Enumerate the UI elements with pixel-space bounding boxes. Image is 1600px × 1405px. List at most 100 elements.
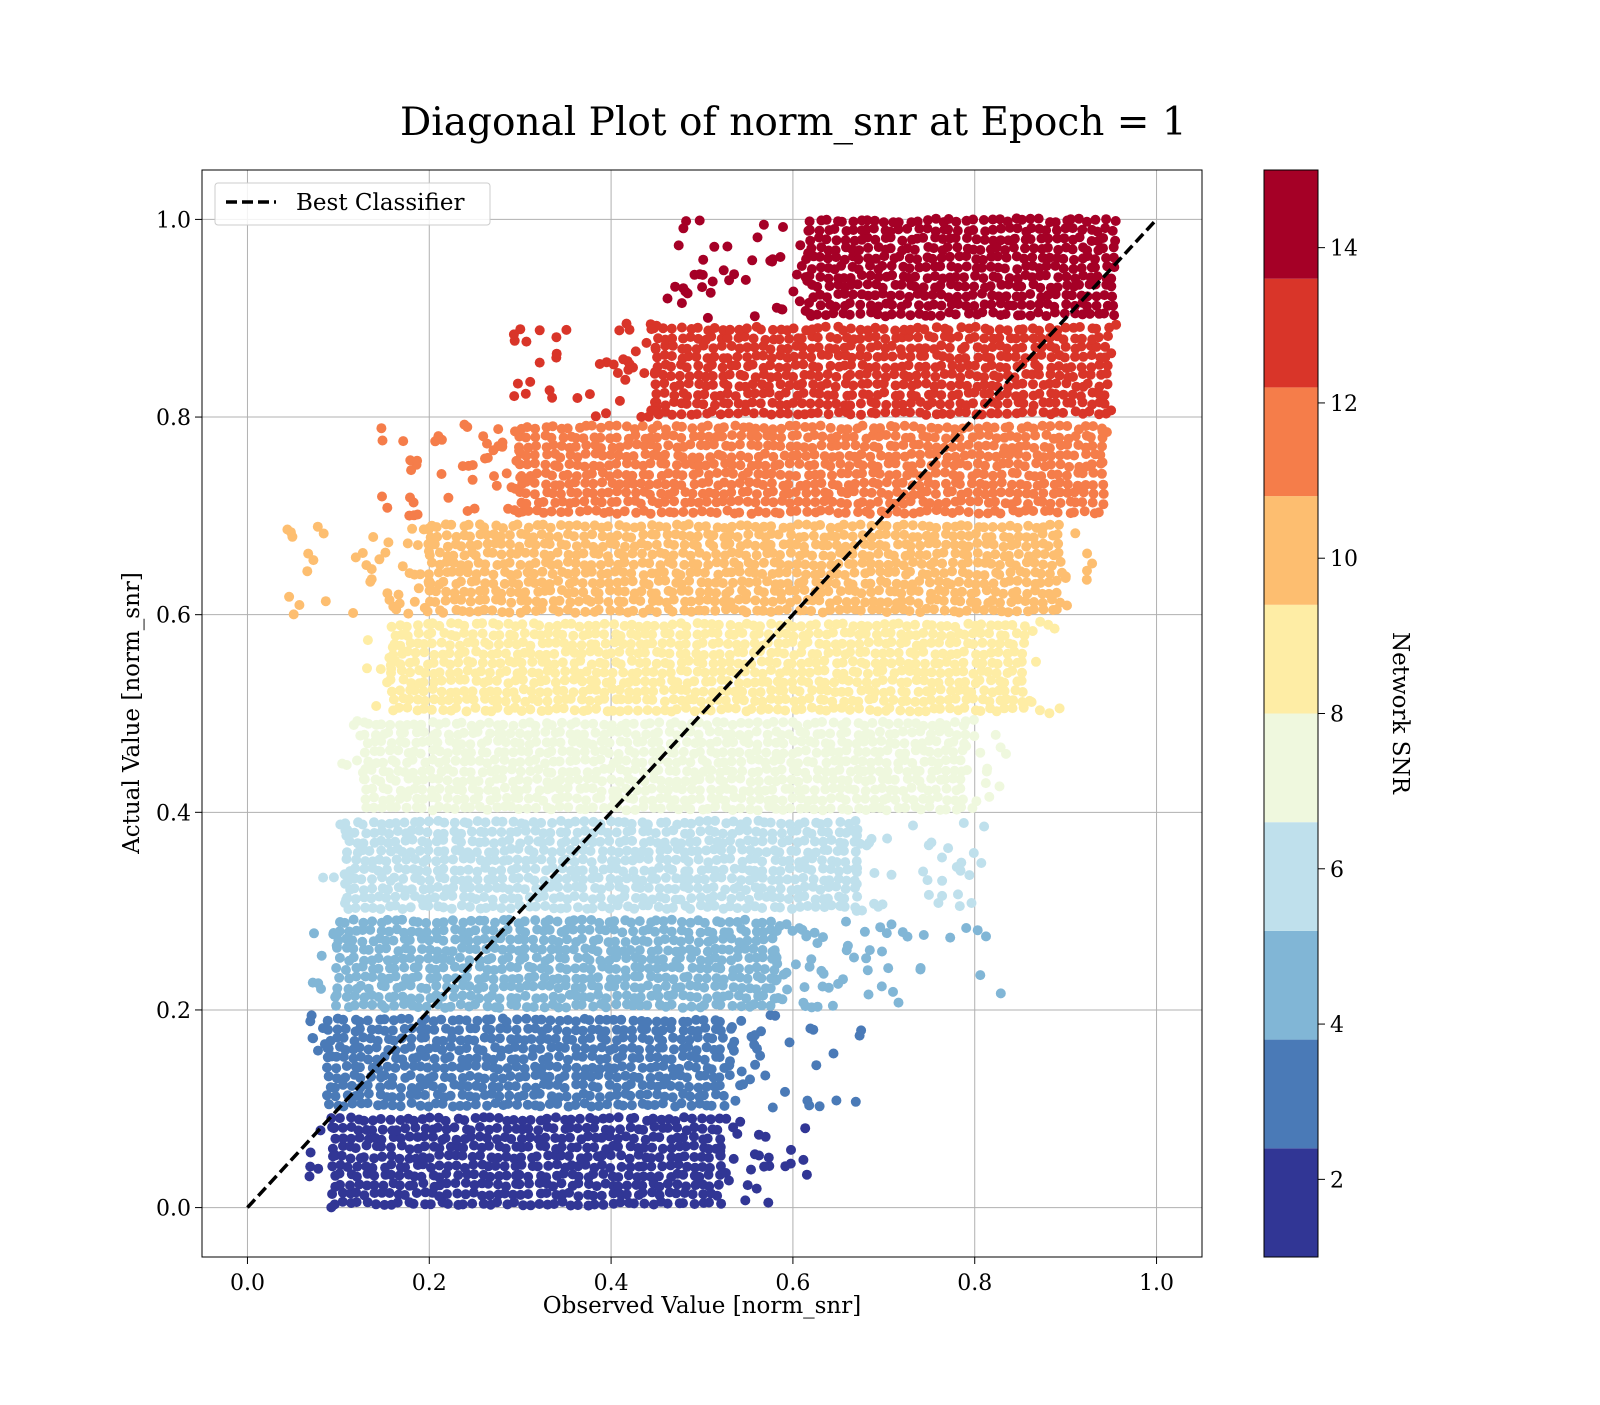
data-point xyxy=(408,768,418,778)
data-point xyxy=(644,580,654,590)
data-point xyxy=(441,1116,451,1126)
data-point xyxy=(1014,549,1024,559)
data-point xyxy=(591,621,601,631)
data-point xyxy=(718,777,728,787)
data-point xyxy=(580,747,590,757)
data-point xyxy=(463,818,473,828)
data-point xyxy=(429,650,439,660)
data-point xyxy=(495,658,505,668)
data-point xyxy=(383,784,393,794)
data-point xyxy=(660,576,670,586)
data-point xyxy=(726,894,736,904)
data-point xyxy=(494,630,504,640)
data-point xyxy=(603,521,613,531)
data-point xyxy=(919,930,929,940)
data-point xyxy=(376,1114,386,1124)
data-point xyxy=(605,1125,615,1135)
data-point xyxy=(927,667,937,677)
data-point xyxy=(945,703,955,713)
data-point xyxy=(529,847,539,857)
data-point xyxy=(587,529,597,539)
data-point xyxy=(947,566,957,576)
data-point xyxy=(519,1054,529,1064)
data-point xyxy=(669,550,679,560)
data-point xyxy=(501,696,511,706)
data-point xyxy=(594,588,604,598)
data-point xyxy=(552,1062,562,1072)
data-point xyxy=(568,631,578,641)
data-point xyxy=(720,885,730,895)
data-point xyxy=(787,659,797,669)
data-point xyxy=(715,1150,725,1160)
data-point xyxy=(355,1073,365,1083)
data-point xyxy=(710,816,720,826)
data-point xyxy=(720,1101,730,1111)
data-point xyxy=(1028,626,1038,636)
data-point xyxy=(1031,657,1041,667)
data-point xyxy=(931,489,941,499)
data-point xyxy=(420,668,430,678)
data-point xyxy=(668,559,678,569)
data-point xyxy=(374,953,384,963)
data-point xyxy=(685,904,695,914)
data-point xyxy=(1029,533,1039,543)
data-point xyxy=(709,659,719,669)
data-point xyxy=(591,704,601,714)
data-point xyxy=(537,567,547,577)
data-point xyxy=(634,971,644,981)
data-point xyxy=(645,1044,655,1054)
data-point xyxy=(959,818,969,828)
data-point xyxy=(945,677,955,687)
data-point xyxy=(825,739,835,749)
data-point xyxy=(445,640,455,650)
data-point xyxy=(834,866,844,876)
data-point xyxy=(792,568,802,578)
data-point xyxy=(441,1133,451,1143)
data-point xyxy=(351,552,361,562)
data-point xyxy=(349,915,359,925)
data-point xyxy=(714,1180,724,1190)
data-point xyxy=(489,1073,499,1083)
data-point xyxy=(756,687,766,697)
data-point xyxy=(341,965,351,975)
data-point xyxy=(441,596,451,606)
data-point xyxy=(973,496,983,506)
data-point xyxy=(621,487,631,497)
data-point xyxy=(498,765,508,775)
data-point xyxy=(504,885,514,895)
data-point xyxy=(650,621,660,631)
data-point xyxy=(740,915,750,925)
data-point xyxy=(439,829,449,839)
data-point xyxy=(816,729,826,739)
data-point xyxy=(670,1116,680,1126)
data-point xyxy=(668,607,678,617)
data-point xyxy=(895,657,905,667)
data-point xyxy=(663,785,673,795)
data-point xyxy=(654,1182,664,1192)
data-point xyxy=(592,1181,602,1191)
data-point xyxy=(657,1036,667,1046)
data-point xyxy=(376,1135,386,1145)
data-point xyxy=(421,918,431,928)
data-point xyxy=(387,738,397,748)
data-point xyxy=(520,1064,530,1074)
data-point xyxy=(362,663,372,673)
data-point xyxy=(503,855,513,865)
data-point xyxy=(478,629,488,639)
data-point xyxy=(651,828,661,838)
data-point xyxy=(660,549,670,559)
data-point xyxy=(636,522,646,532)
data-point xyxy=(480,559,490,569)
data-point xyxy=(756,973,766,983)
data-point xyxy=(878,899,888,909)
data-point xyxy=(626,918,636,928)
data-point xyxy=(597,497,607,507)
data-point xyxy=(350,863,360,873)
data-point xyxy=(632,630,642,640)
data-point xyxy=(820,678,830,688)
data-point xyxy=(982,767,992,777)
data-point xyxy=(782,985,792,995)
data-point xyxy=(626,1062,636,1072)
data-point xyxy=(864,990,874,1000)
